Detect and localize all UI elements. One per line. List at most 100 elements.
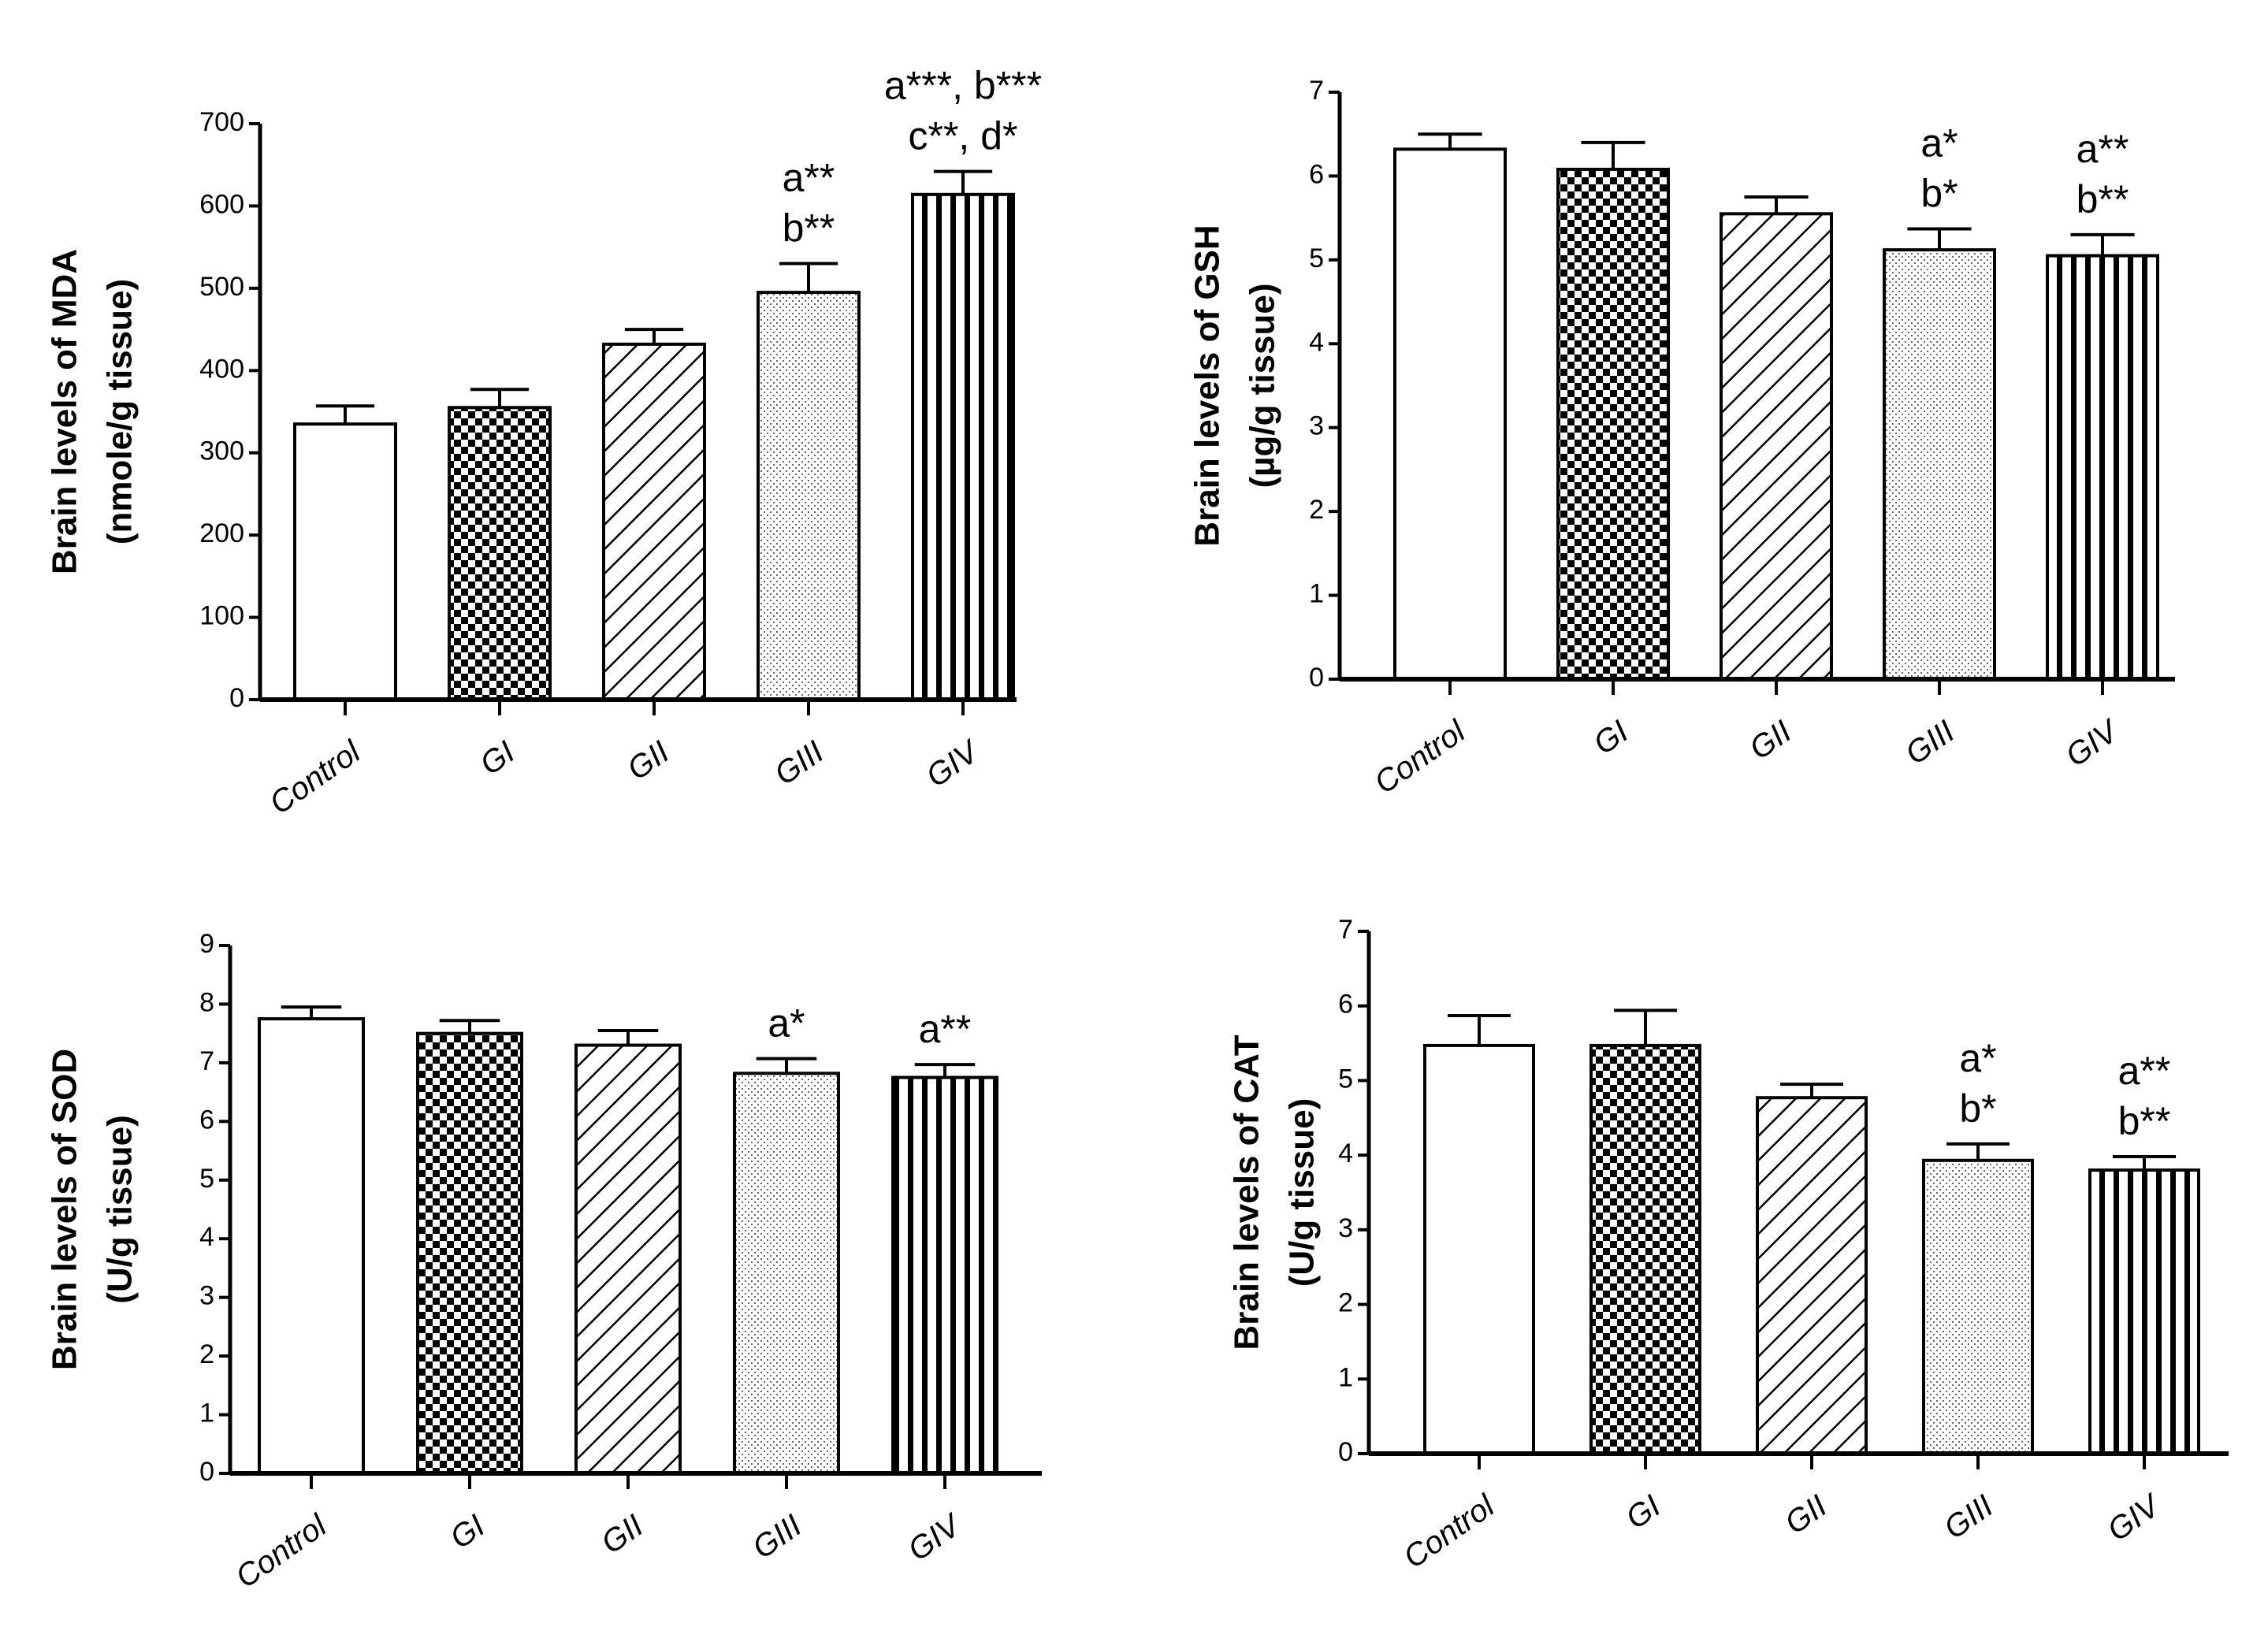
bar-control [1423, 1043, 1535, 1455]
y-tick-label: 500 [199, 272, 244, 302]
bar-control [1393, 147, 1507, 682]
x-tick-label: GIII [1899, 714, 1961, 771]
significance-label: a** [919, 1007, 972, 1051]
bar-gii [1720, 212, 1833, 682]
x-tick-label: GI [444, 1508, 491, 1555]
bar-control [258, 1017, 365, 1475]
x-tick-label: GIII [746, 1508, 808, 1566]
bar-giii [1922, 1158, 2034, 1455]
x-tick-label: Control [1368, 714, 1472, 801]
y-tick-label: 8 [199, 987, 214, 1017]
chart-mda: Brain levels of MDA (nmole/g tissue) 0 100 2… [46, 64, 1042, 822]
bar-giv [911, 192, 1015, 701]
y-tick-label: 300 [199, 436, 244, 466]
y-tick-label: 9 [199, 929, 214, 959]
significance-label: a***, b*** [884, 64, 1042, 108]
chart-cat: Brain levels of CAT (U/g tissue) 0 1 2 3 4 5 6 7 C… [1228, 915, 2229, 1575]
x-tick-label: GIII [1938, 1488, 1999, 1546]
y-tick-label: 3 [1309, 411, 1324, 441]
x-tick-label: GII [1743, 714, 1798, 767]
y-tick-label: 7 [1309, 76, 1324, 106]
x-tick-label: GIII [768, 734, 830, 792]
y-tick-label: 5 [1309, 243, 1324, 273]
bar-giii [757, 291, 861, 702]
y-tick-label: 0 [229, 683, 244, 713]
significance-label: a** [2118, 1049, 2171, 1093]
y-axis-title: Brain levels of CAT [1228, 1035, 1266, 1350]
y-tick-label: 6 [1338, 990, 1353, 1020]
significance-label: a* [1920, 121, 1958, 165]
y-tick-label: 6 [1309, 159, 1324, 189]
significance-label: c**, d* [909, 114, 1018, 158]
y-tick-label: 3 [199, 1281, 214, 1311]
chart-sod: Brain levels of SOD (U/g tissue) 0 1 2 3 4 5 6 7 8… [46, 929, 1042, 1595]
y-tick-label: 7 [199, 1046, 214, 1076]
y-tick-label: 0 [1309, 663, 1324, 693]
y-tick-label: 1 [199, 1399, 214, 1428]
x-tick-label: GI [474, 734, 521, 782]
significance-label: a* [1959, 1036, 1996, 1080]
y-tick-label: 1 [1309, 579, 1324, 609]
significance-label: b** [783, 206, 835, 251]
bar-giv [2088, 1168, 2200, 1455]
y-tick-label: 7 [1338, 915, 1353, 945]
x-tick-label: GIV [920, 733, 987, 793]
y-tick-label: 700 [199, 107, 244, 137]
y-axis-title: Brain levels of SOD [46, 1049, 84, 1370]
y-tick-label: 0 [1338, 1437, 1353, 1467]
bar-control [293, 422, 397, 702]
significance-label: b** [2077, 177, 2129, 221]
bar-giv [891, 1075, 998, 1475]
x-tick-label: GIV [2102, 1487, 2168, 1547]
significance-label: b* [1920, 171, 1958, 215]
y-tick-label: 400 [199, 354, 244, 384]
x-tick-label: Control [229, 1508, 333, 1595]
y-tick-label: 5 [1338, 1064, 1353, 1094]
significance-label: b* [1959, 1087, 1996, 1131]
bar-giii [1883, 248, 1996, 682]
x-tick-label: GII [595, 1508, 649, 1561]
chart-gsh: Brain levels of GSH (µg/g tissue) 0 1 2 3 4 5 6 7… [1188, 76, 2175, 800]
y-axis-title: Brain levels of MDA [46, 249, 84, 574]
y-axis-unit: (µg/g tissue) [1244, 283, 1282, 488]
significance-label: a** [2077, 127, 2129, 171]
x-tick-label: GII [621, 734, 675, 787]
y-tick-label: 2 [1309, 495, 1324, 525]
bar-giii [733, 1072, 840, 1476]
y-axis-unit: (U/g tissue) [101, 1115, 139, 1304]
y-tick-label: 4 [1309, 327, 1324, 357]
y-tick-label: 5 [199, 1164, 214, 1194]
bar-gi [1556, 167, 1670, 681]
y-tick-label: 100 [199, 601, 244, 631]
x-tick-label: GI [1587, 714, 1634, 761]
y-axis-unit: (nmole/g tissue) [101, 279, 139, 544]
significance-label: a** [783, 156, 835, 200]
y-tick-label: 0 [199, 1457, 214, 1487]
y-tick-label: 1 [1338, 1362, 1353, 1392]
x-tick-label: Control [1397, 1488, 1501, 1576]
y-tick-label: 3 [1338, 1213, 1353, 1243]
y-tick-label: 2 [1338, 1288, 1353, 1318]
bar-gii [602, 342, 706, 701]
significance-label: b** [2118, 1099, 2171, 1143]
y-tick-label: 200 [199, 518, 244, 548]
x-tick-label: GII [1779, 1488, 1833, 1541]
y-tick-label: 4 [199, 1222, 214, 1252]
y-tick-label: 2 [199, 1339, 214, 1369]
x-tick-label: Control [263, 734, 367, 822]
bar-gi [1589, 1043, 1701, 1455]
bar-gi [416, 1031, 523, 1475]
x-tick-label: GIV [2060, 712, 2126, 773]
y-tick-label: 6 [199, 1105, 214, 1135]
bar-gii [1756, 1096, 1868, 1456]
y-axis-unit: (U/g tissue) [1283, 1098, 1322, 1287]
bar-gi [448, 406, 552, 701]
x-tick-label: GI [1619, 1488, 1667, 1536]
bar-gii [574, 1043, 682, 1475]
y-tick-label: 4 [1338, 1139, 1353, 1168]
x-tick-label: GIV [902, 1506, 969, 1567]
y-axis-title: Brain levels of GSH [1188, 225, 1227, 546]
y-tick-label: 600 [199, 189, 244, 219]
bar-giv [2046, 254, 2159, 681]
